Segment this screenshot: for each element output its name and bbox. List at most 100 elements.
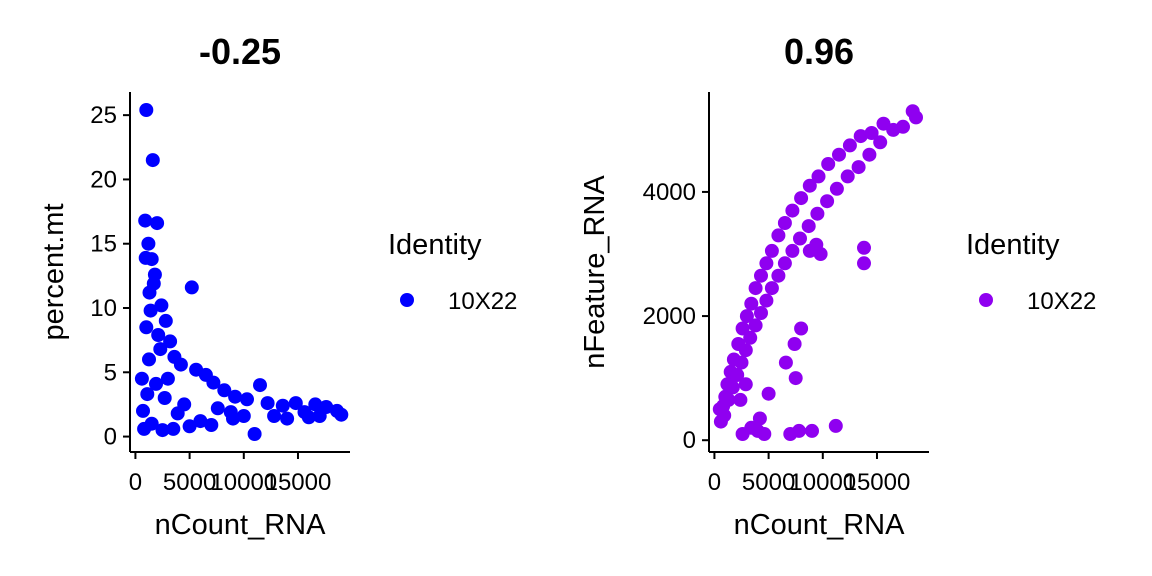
- data-point: [810, 206, 825, 221]
- data-point: [743, 330, 758, 345]
- legend-label-10x22: 10X22: [1027, 288, 1096, 315]
- data-point: [138, 250, 153, 265]
- data-point: [842, 138, 857, 153]
- data-point: [759, 293, 774, 308]
- y-tick-label: 0: [683, 427, 696, 454]
- data-point: [184, 280, 199, 295]
- data-point: [820, 194, 835, 209]
- data-point: [730, 368, 745, 382]
- data-point: [764, 243, 779, 258]
- data-point: [312, 409, 327, 423]
- data-point: [802, 178, 817, 193]
- data-point: [157, 391, 172, 405]
- data-point: [805, 423, 819, 438]
- data-point: [158, 313, 173, 328]
- data-point: [752, 411, 767, 426]
- y-axis-label: percent.mt: [38, 204, 70, 341]
- data-point: [777, 256, 792, 271]
- data-point: [744, 296, 759, 311]
- data-point: [793, 231, 807, 246]
- data-point: [334, 407, 349, 422]
- data-point: [182, 419, 197, 434]
- data-point: [771, 228, 786, 243]
- data-point: [785, 203, 800, 218]
- data-point: [721, 392, 736, 407]
- data-point: [217, 383, 232, 398]
- data-point: [857, 256, 871, 271]
- data-point: [153, 342, 168, 357]
- x-tick-label: 10000: [210, 469, 277, 496]
- x-tick-label: 10000: [789, 469, 856, 496]
- data-point: [136, 403, 150, 418]
- x-axis-label: nCount_RNA: [734, 509, 906, 541]
- x-tick-label: 15000: [844, 469, 911, 496]
- data-point: [857, 240, 871, 255]
- data-point: [228, 389, 243, 404]
- data-point: [754, 306, 768, 320]
- legend-title: Identity: [388, 229, 482, 261]
- data-point: [738, 343, 753, 358]
- legend-label-10x22: 10X22: [448, 288, 517, 315]
- x-tick-label: 5000: [163, 469, 216, 496]
- data-point: [253, 378, 267, 393]
- data-points: [134, 103, 349, 441]
- data-point: [240, 392, 254, 407]
- data-point: [170, 406, 185, 421]
- data-point: [138, 213, 153, 228]
- data-point: [828, 418, 843, 433]
- x-tick-label: 0: [129, 469, 142, 496]
- data-point: [267, 409, 282, 423]
- data-point: [308, 397, 323, 412]
- data-point: [204, 418, 219, 432]
- data-point: [909, 110, 923, 125]
- legend-title: Identity: [966, 229, 1060, 261]
- data-point: [809, 237, 824, 252]
- data-point: [301, 410, 316, 425]
- data-point: [748, 281, 763, 296]
- data-point: [778, 355, 793, 370]
- y-tick-label: 15: [90, 231, 117, 258]
- data-point: [173, 357, 188, 372]
- y-axis-ticks: 0 2000 4000: [643, 179, 709, 454]
- data-point: [801, 219, 816, 234]
- data-point: [223, 405, 238, 420]
- data-point: [166, 421, 181, 436]
- y-axis-ticks: 0 5 10 15 20 25: [90, 102, 130, 451]
- data-point: [761, 386, 776, 401]
- data-points: [712, 104, 923, 441]
- x-tick-label: 5000: [742, 469, 795, 496]
- data-point: [764, 281, 779, 296]
- data-point: [840, 169, 855, 184]
- data-point: [150, 216, 165, 231]
- data-point: [149, 376, 163, 391]
- data-point: [811, 169, 826, 184]
- data-point: [247, 427, 262, 441]
- y-tick-label: 4000: [643, 179, 696, 206]
- data-point: [134, 371, 149, 386]
- data-point: [236, 409, 251, 423]
- data-point: [794, 191, 809, 206]
- data-point: [735, 321, 750, 336]
- data-point: [851, 160, 866, 175]
- data-point: [280, 411, 295, 426]
- y-tick-label: 10: [90, 295, 117, 322]
- data-point: [754, 268, 768, 283]
- data-point: [873, 135, 888, 150]
- data-point: [862, 147, 877, 162]
- data-point: [193, 414, 208, 429]
- legend: Identity 10X22: [966, 229, 1096, 315]
- legend: Identity 10X22: [388, 229, 517, 315]
- data-point: [821, 157, 836, 171]
- data-point: [864, 126, 879, 140]
- data-point: [151, 328, 166, 342]
- x-tick-label: 0: [708, 469, 721, 496]
- data-point: [288, 396, 303, 411]
- data-point: [733, 392, 748, 407]
- chart-title: -0.25: [199, 31, 281, 72]
- data-point: [142, 352, 156, 367]
- y-tick-label: 20: [90, 166, 117, 193]
